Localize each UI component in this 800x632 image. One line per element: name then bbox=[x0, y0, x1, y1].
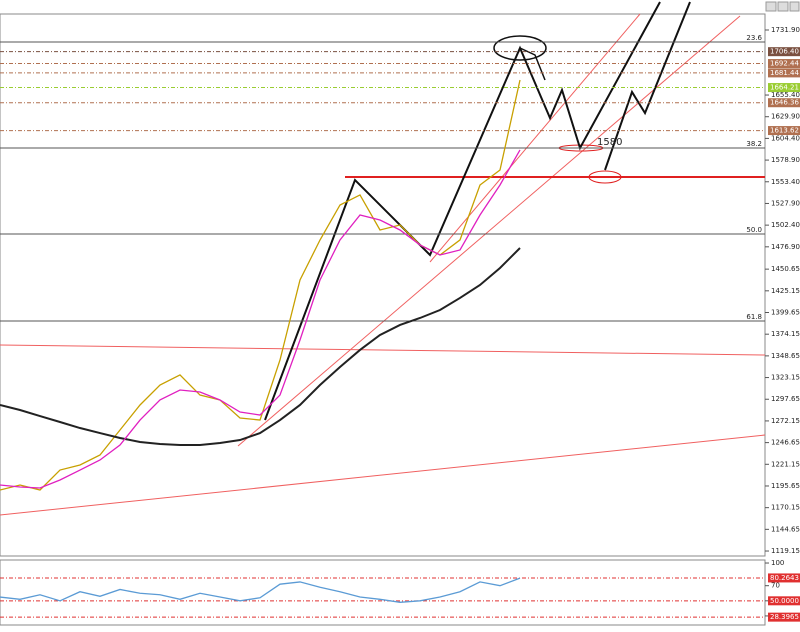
level-label: 1646.36 bbox=[770, 99, 799, 107]
y-tick-label: 1731.90 bbox=[771, 26, 800, 34]
y-tick-label: 1476.90 bbox=[771, 243, 800, 251]
level-label: 1613.62 bbox=[770, 127, 799, 135]
rsi-panel bbox=[0, 559, 766, 626]
drawings bbox=[0, 1, 766, 516]
level-label: 1692.44 bbox=[770, 60, 799, 68]
y-tick-label: 1119.15 bbox=[771, 547, 800, 555]
maximize-button[interactable] bbox=[777, 1, 789, 12]
level-label: 1681.44 bbox=[770, 69, 799, 77]
fib-label: 61.8 bbox=[746, 313, 762, 321]
y-tick-label: 1604.40 bbox=[771, 134, 800, 142]
level-label: 1664.21 bbox=[770, 84, 799, 92]
y-tick-label: 1553.40 bbox=[771, 178, 800, 186]
y-tick-label: 1578.90 bbox=[771, 156, 800, 164]
wave-path bbox=[519, 47, 546, 81]
y-tick-label: 100 bbox=[771, 559, 784, 567]
level-label: 28.3965 bbox=[770, 613, 799, 621]
fib-label: 50.0 bbox=[746, 226, 762, 234]
circle-mark bbox=[588, 170, 622, 184]
y-tick-label: 1323.15 bbox=[771, 374, 800, 382]
y-tick-label: 1221.15 bbox=[771, 460, 800, 468]
level-label: 50.0000 bbox=[770, 597, 799, 605]
y-tick-label: 70 bbox=[771, 582, 780, 590]
y-tick-label: 1450.65 bbox=[771, 265, 800, 273]
level-box bbox=[768, 47, 800, 57]
y-tick-label: 1195.65 bbox=[771, 482, 800, 490]
y-tick-label: 1399.65 bbox=[771, 309, 800, 317]
wave-path bbox=[264, 1, 661, 421]
minimize-button[interactable] bbox=[765, 1, 777, 12]
y-tick-label: 1297.65 bbox=[771, 395, 800, 403]
y-tick-label: 1272.15 bbox=[771, 417, 800, 425]
level-box bbox=[768, 612, 800, 622]
y-tick-label: 1425.15 bbox=[771, 287, 800, 295]
fib-label: 38.2 bbox=[746, 140, 762, 148]
level-box bbox=[768, 83, 800, 93]
trend-line bbox=[429, 13, 641, 263]
level-box bbox=[768, 573, 800, 583]
price-panel bbox=[0, 13, 766, 557]
annotation: 1580 bbox=[597, 137, 622, 148]
y-tick-label: 1246.65 bbox=[771, 439, 800, 447]
level-box bbox=[768, 126, 800, 136]
trend-line bbox=[0, 434, 766, 516]
y-tick-label: 1502.40 bbox=[771, 221, 800, 229]
level-label: 80.2643 bbox=[770, 574, 799, 582]
window-buttons bbox=[765, 1, 800, 12]
series-line bbox=[0, 149, 521, 489]
y-tick-label: 1144.65 bbox=[771, 525, 800, 533]
circle-mark bbox=[493, 35, 547, 61]
y-tick-label: 1348.65 bbox=[771, 352, 800, 360]
level-box bbox=[768, 98, 800, 108]
level-box bbox=[768, 59, 800, 69]
y-tick-label: 1527.90 bbox=[771, 199, 800, 207]
y-tick-label: 1655.40 bbox=[771, 91, 800, 99]
trend-line bbox=[0, 344, 766, 356]
y-tick-label: 1374.15 bbox=[771, 330, 800, 338]
series-line bbox=[0, 577, 521, 603]
level-label: 1706.40 bbox=[770, 48, 799, 56]
level-box bbox=[768, 596, 800, 606]
fib-label: 23.6 bbox=[746, 34, 762, 42]
series-line bbox=[0, 247, 521, 447]
y-tick-label: 1170.15 bbox=[771, 504, 800, 512]
y-tick-label: 1629.90 bbox=[771, 113, 800, 121]
level-box bbox=[768, 68, 800, 78]
close-button[interactable] bbox=[789, 1, 800, 12]
